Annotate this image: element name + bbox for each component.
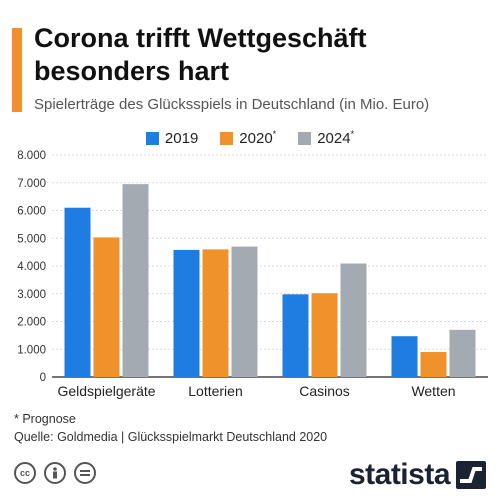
bar — [311, 293, 338, 377]
x-category-label: Wetten — [411, 383, 455, 399]
bar — [202, 249, 229, 377]
creative-commons-icon[interactable]: cc — [14, 462, 36, 484]
bar — [173, 249, 200, 377]
chart-title: Corona trifft Wettgeschäft besonders har… — [34, 23, 367, 86]
source-note: Quelle: Goldmedia | Glücksspielmarkt Deu… — [14, 430, 328, 444]
y-tick-label: 5.000 — [17, 233, 46, 245]
bar — [231, 246, 258, 377]
bar — [449, 329, 476, 377]
legend-item-2024: 2024* — [298, 128, 354, 148]
no-derivatives-icon[interactable] — [74, 462, 96, 484]
legend-swatch-2020 — [220, 131, 234, 145]
x-category-label: Casinos — [299, 383, 350, 399]
y-tick-label: 1.000 — [17, 344, 46, 356]
brand-name: statista — [348, 458, 451, 491]
chart-subtitle: Spielerträge des Glücksspiels in Deutsch… — [34, 96, 430, 113]
bar — [122, 184, 149, 377]
y-tick-label: 0 — [40, 372, 46, 384]
bar — [340, 263, 367, 377]
legend-swatch-2019 — [145, 131, 159, 145]
y-tick-label: 8.000 — [17, 150, 46, 162]
y-tick-label: 7.000 — [17, 178, 46, 190]
x-category-label: Geldspielgeräte — [57, 383, 155, 399]
footnote: * Prognose — [14, 412, 76, 426]
y-tick-label: 3.000 — [17, 289, 46, 301]
legend-item-2019: 2019 — [145, 128, 199, 148]
x-category-label: Lotterien — [188, 383, 242, 399]
statista-mark-icon — [456, 461, 486, 489]
legend-label-2019: 2019 — [164, 130, 199, 147]
statista-logo[interactable]: statista — [349, 458, 486, 492]
bar — [420, 352, 447, 377]
title-accent-bar — [12, 28, 22, 112]
legend-label-2020: 2020* — [239, 129, 277, 147]
legend-label-2024: 2024* — [317, 129, 355, 147]
y-tick-label: 4.000 — [17, 261, 46, 273]
bar — [282, 294, 309, 377]
y-tick-label: 2.000 — [17, 317, 46, 329]
bar — [391, 336, 418, 377]
legend-swatch-2024 — [298, 131, 312, 145]
attribution-icon[interactable] — [44, 462, 66, 484]
y-tick-label: 6.000 — [17, 206, 46, 218]
bar — [64, 207, 91, 377]
legend: 2019 2020* 2024* — [0, 128, 500, 148]
license-icons: cc — [14, 462, 96, 484]
bar — [93, 237, 120, 377]
legend-item-2020: 2020* — [220, 128, 276, 148]
